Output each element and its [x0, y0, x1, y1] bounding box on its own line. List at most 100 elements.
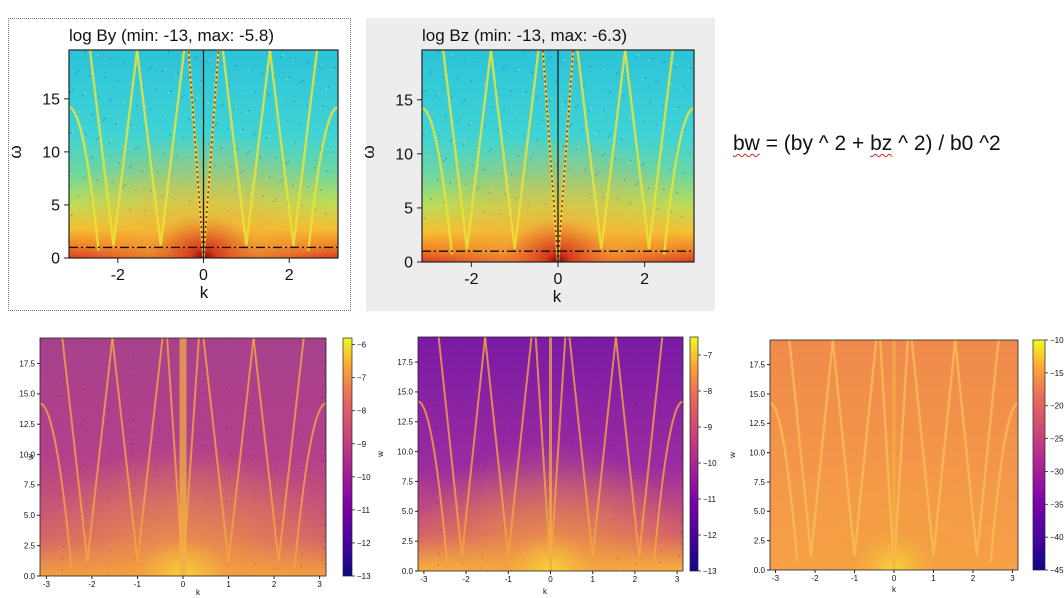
heatmap-area: [40, 338, 326, 576]
colorbar: [1032, 339, 1046, 571]
heatmap-area: [69, 50, 338, 258]
curve-5: [61, 338, 114, 562]
curve-2: [910, 340, 957, 557]
x-axis-label: k: [543, 587, 548, 596]
colorbar-tick-label: −12: [357, 539, 371, 548]
curve-4: [268, 50, 319, 246]
curve-6: [307, 106, 338, 251]
y-tick-label: 10: [42, 144, 60, 161]
x-tick-label: 0: [554, 271, 563, 288]
y-tick-label: 15: [395, 92, 413, 109]
y-tick-label: 10: [395, 146, 413, 163]
formula-bz: bz: [870, 132, 893, 155]
colorbar-tick-label: −10: [357, 473, 371, 482]
colorbar-tick-label: −15: [1050, 369, 1064, 378]
colorbar-tick-label: −9: [703, 423, 713, 432]
y-tick-label: 0: [51, 251, 60, 268]
colorbar-tick-label: −30: [1050, 467, 1064, 476]
y-axis-label: w: [376, 451, 385, 458]
x-tick-label: 0: [181, 580, 186, 589]
dotted-line-1: [557, 50, 574, 262]
y-tick-label: 12.5: [397, 418, 413, 427]
x-tick-label: -2: [88, 580, 96, 589]
x-tick-label: -1: [505, 575, 513, 584]
colorbar-tick-label: −20: [1050, 402, 1064, 411]
curve-7: [770, 402, 799, 562]
y-tick-label: 5.0: [402, 507, 414, 516]
dotted-line-0: [542, 50, 559, 262]
x-tick-label: 3: [1010, 574, 1015, 583]
x-axis-label: k: [553, 287, 562, 306]
colorbar-tick-label: −8: [703, 387, 713, 396]
y-tick-label: 15: [42, 91, 60, 108]
x-tick-label: 3: [675, 575, 680, 584]
y-tick-label: 10.0: [397, 447, 413, 456]
curve-7: [418, 400, 449, 563]
x-tick-label: 2: [971, 574, 976, 583]
y-axis-label: ω: [6, 145, 25, 158]
curve-6: [293, 402, 326, 568]
curve-0: [892, 340, 909, 570]
y-tick-label: 0: [404, 255, 413, 272]
x-tick-label: 2: [633, 575, 638, 584]
y-tick-label: 5.0: [24, 511, 36, 520]
x-axis-label: k: [200, 283, 209, 302]
y-tick-label: 0.0: [754, 566, 766, 575]
colorbar-tick-label: −25: [1050, 435, 1064, 444]
colorbar-tick-label: −10: [1050, 336, 1064, 345]
curve-1: [534, 337, 552, 571]
colorbar-tick-label: −11: [703, 495, 717, 504]
curve-5: [442, 50, 493, 250]
y-tick-label: 7.5: [402, 477, 414, 486]
y-tick-label: 10.0: [749, 448, 765, 457]
y-tick-label: 5: [51, 198, 60, 215]
colorbar-tick-label: −7: [703, 351, 713, 360]
curve-4: [614, 337, 664, 557]
curve-3: [489, 50, 540, 250]
curve-0: [202, 50, 220, 258]
heatmap-area: [422, 50, 694, 262]
chart-title: log By (min: -13, max: -5.8): [69, 26, 274, 45]
curve-5: [788, 340, 834, 557]
y-tick-label: 17.5: [397, 358, 413, 367]
colorbar-tick-label: −9: [357, 440, 367, 449]
curve-0: [549, 337, 567, 571]
y-tick-label: 15.0: [19, 390, 35, 399]
x-tick-label: 2: [640, 271, 649, 288]
y-axis-label: ω: [359, 145, 378, 158]
x-tick-label: 3: [317, 580, 322, 589]
curve-1: [187, 50, 205, 258]
x-tick-label: 1: [931, 574, 936, 583]
colorbar-tick-label: −7: [357, 374, 367, 383]
colorbar: [689, 336, 699, 572]
x-axis-label: k: [196, 588, 201, 597]
y-tick-label: 0.0: [402, 567, 414, 576]
x-tick-label: 2: [272, 580, 277, 589]
y-tick-label: 7.5: [754, 478, 766, 487]
curve-5: [437, 337, 487, 557]
curve-2: [576, 50, 627, 250]
y-tick-label: 15.0: [397, 388, 413, 397]
y-axis-label: w: [26, 454, 35, 461]
curve-3: [111, 338, 164, 562]
formula-eq: = (by ^ 2 +: [759, 132, 871, 155]
y-tick-label: 17.5: [19, 359, 35, 368]
y-axis-label: w: [728, 452, 737, 459]
curve-4: [623, 50, 674, 250]
heatmap-area: [418, 337, 683, 571]
curve-1: [879, 340, 896, 570]
colorbar-tick-label: −6: [357, 341, 367, 350]
y-tick-label: 2.5: [402, 537, 414, 546]
x-tick-label: -1: [134, 580, 142, 589]
y-tick-label: 2.5: [24, 541, 36, 550]
curve-7: [40, 402, 73, 568]
formula-bw: bw: [733, 132, 760, 155]
y-tick-label: 12.5: [749, 419, 765, 428]
x-tick-label: -1: [851, 574, 859, 583]
curve-6: [662, 107, 694, 255]
colorbar-tick-label: −45: [1050, 566, 1064, 575]
y-tick-label: 12.5: [19, 420, 35, 429]
curve-4: [954, 340, 1000, 557]
colorbar: [342, 337, 353, 577]
